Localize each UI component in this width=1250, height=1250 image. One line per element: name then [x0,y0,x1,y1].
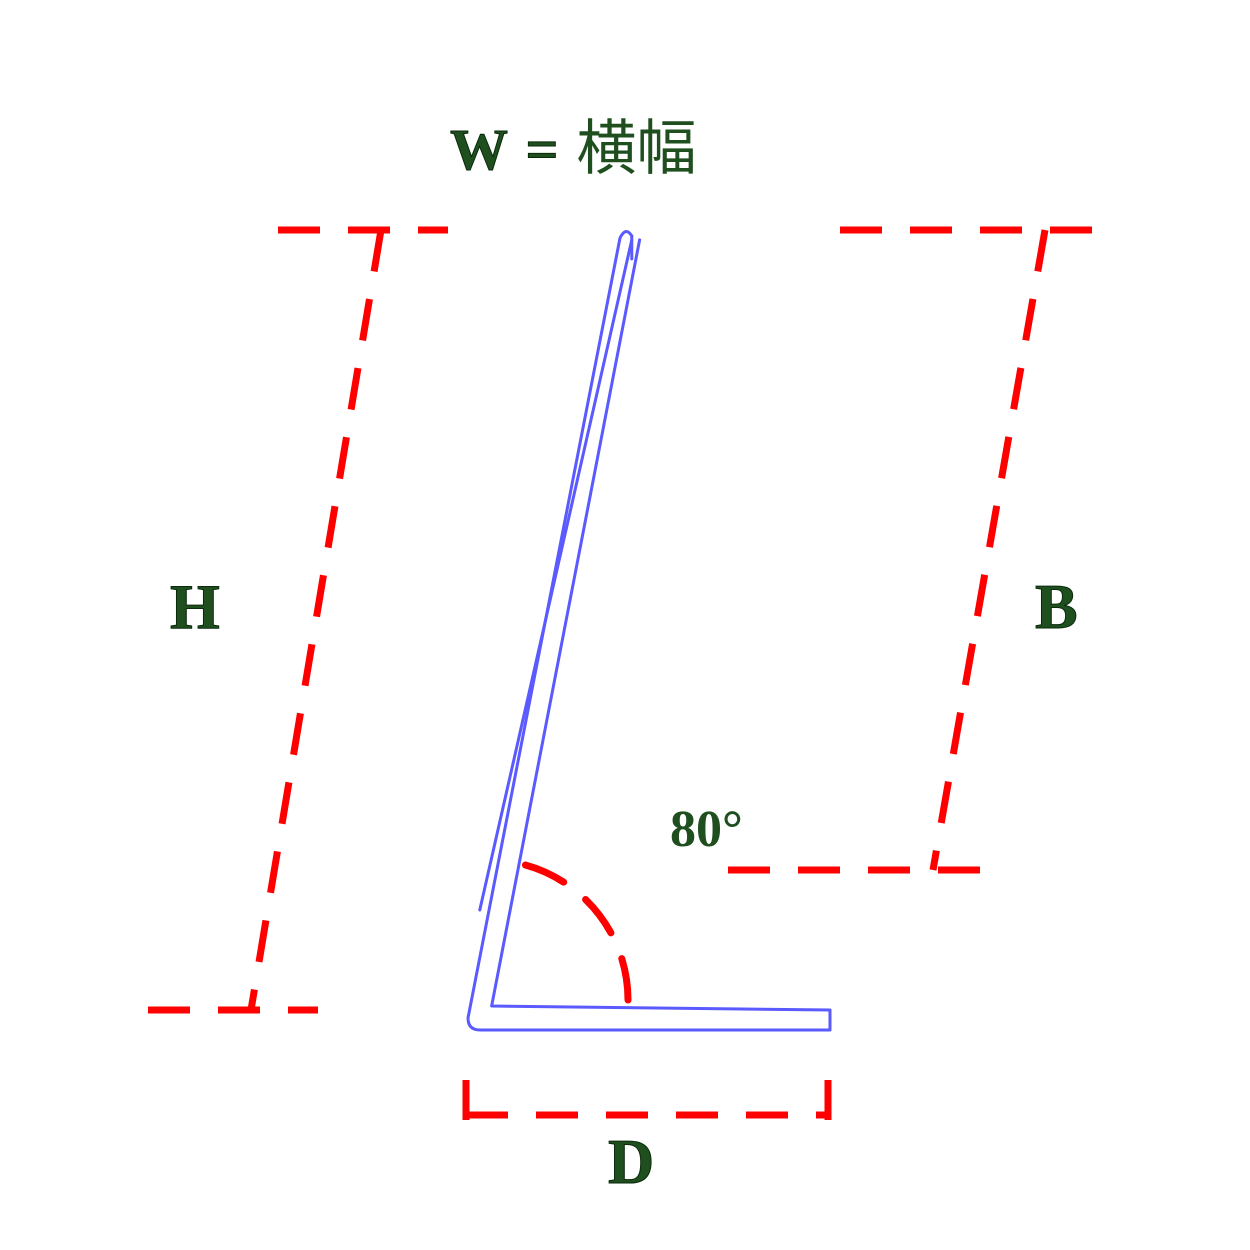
label-angle: 80° [670,800,743,859]
title-block: W = 横幅 [450,100,697,187]
angle-arc [512,862,628,1000]
diagram-canvas: W = 横幅 H B D 80° [0,0,1250,1250]
label-b: B [1035,570,1078,644]
title-prefix: W = [450,117,561,182]
dimension-lines [148,230,1115,1120]
profile-outline [468,231,830,1030]
title-label: 横幅 [577,116,697,182]
label-h: H [170,570,220,644]
label-d: D [608,1125,654,1199]
